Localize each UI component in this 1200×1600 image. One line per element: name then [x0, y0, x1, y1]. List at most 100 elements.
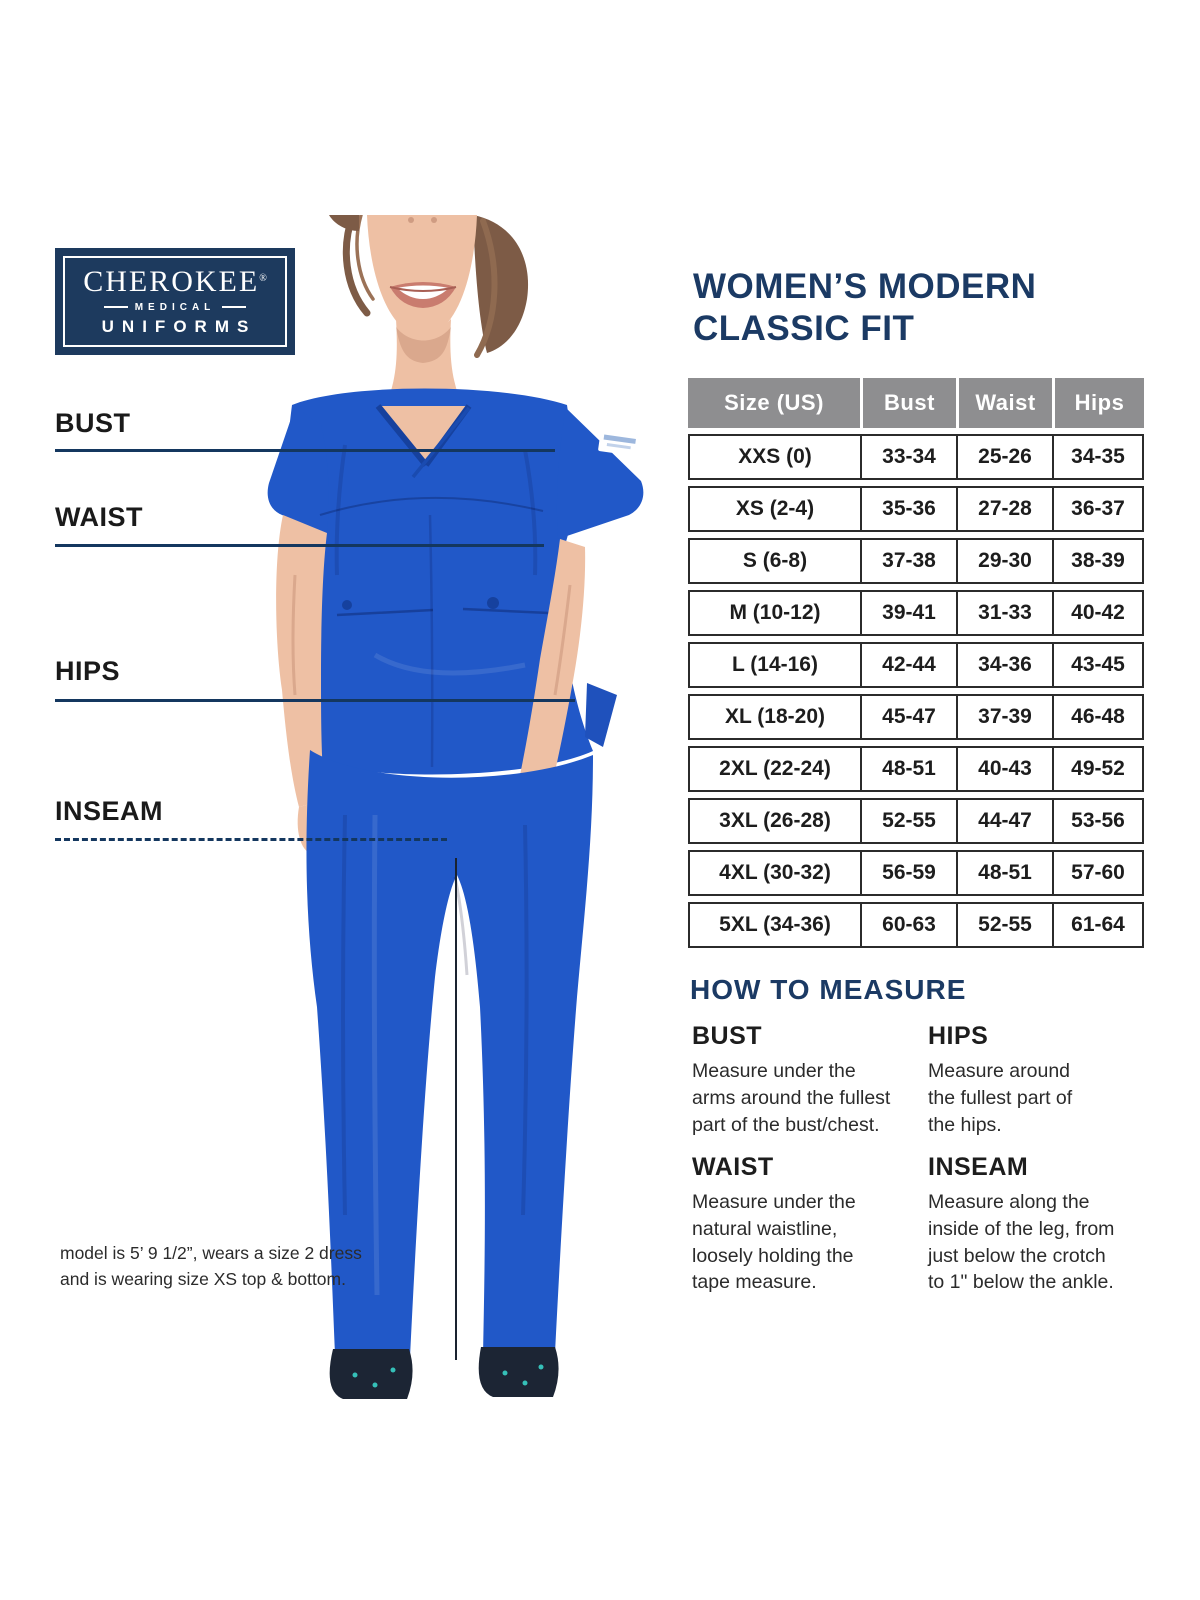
- size-cell: XL (18-20): [688, 694, 860, 740]
- header-row: Size (US) Bust Waist Hips: [688, 378, 1144, 428]
- measurement-cell: 61-64: [1052, 902, 1144, 948]
- shoes: [329, 1347, 559, 1399]
- measurement-cell: 33-34: [860, 434, 956, 480]
- measurement-cell: 34-36: [956, 642, 1052, 688]
- howto-waist-text: Measure under the natural waistline, loo…: [692, 1190, 856, 1294]
- table-row: 2XL (22-24) 48-51 40-43 49-52: [688, 746, 1144, 792]
- table-row: XXS (0) 33-34 25-26 34-35: [688, 434, 1144, 480]
- col-header-bust: Bust: [860, 378, 956, 428]
- arms: [276, 515, 586, 856]
- waist-guide-line: [55, 544, 544, 547]
- measurement-cell: 56-59: [860, 850, 956, 896]
- howto-inseam: INSEAM Measure along the inside of the l…: [928, 1153, 1138, 1297]
- dash-right: [222, 306, 247, 308]
- size-table-header: Size (US) Bust Waist Hips: [688, 378, 1144, 428]
- howto-inseam-text: Measure along the inside of the leg, fro…: [928, 1190, 1115, 1294]
- measurement-cell: 48-51: [956, 850, 1052, 896]
- how-to-measure-heading: HOW TO MEASURE: [690, 974, 967, 1005]
- measurement-cell: 60-63: [860, 902, 956, 948]
- waist-label: WAIST: [55, 502, 143, 532]
- measurement-cell: 40-42: [1052, 590, 1144, 636]
- table-row: 4XL (30-32) 56-59 48-51 57-60: [688, 850, 1144, 896]
- measurement-cell: 43-45: [1052, 642, 1144, 688]
- inseam-label: INSEAM: [55, 796, 164, 826]
- bust-guide-line: [55, 449, 555, 452]
- size-cell: 5XL (34-36): [688, 902, 860, 948]
- brand-logo-frame: CHEROKEE® MEDICAL UNIFORMS: [63, 256, 287, 347]
- measurement-cell: 34-35: [1052, 434, 1144, 480]
- face: [367, 215, 477, 337]
- model-note: model is 5’ 9 1/2”, wears a size 2 dress…: [60, 1243, 362, 1290]
- table-row: S (6-8) 37-38 29-30 38-39: [688, 538, 1144, 584]
- measurement-cell: 25-26: [956, 434, 1052, 480]
- measurement-cell: 52-55: [956, 902, 1052, 948]
- size-cell: M (10-12): [688, 590, 860, 636]
- howto-inseam-title: INSEAM: [928, 1152, 1029, 1181]
- table-row: XS (2-4) 35-36 27-28 36-37: [688, 486, 1144, 532]
- table-row: L (14-16) 42-44 34-36 43-45: [688, 642, 1144, 688]
- size-cell: L (14-16): [688, 642, 860, 688]
- size-table: Size (US) Bust Waist Hips XXS (0) 33-34 25…: [688, 372, 1144, 954]
- howto-waist-title: WAIST: [692, 1152, 774, 1181]
- howto-hips: HIPS Measure around the fullest part of …: [928, 1022, 1138, 1139]
- howto-bust-text: Measure under the arms around the fulles…: [692, 1060, 891, 1136]
- brand-medical-label: MEDICAL: [134, 301, 216, 313]
- dash-left: [103, 306, 128, 308]
- table-row: XL (18-20) 45-47 37-39 46-48: [688, 694, 1144, 740]
- how-to-measure-grid: BUST Measure under the arms around the f…: [692, 1022, 1138, 1296]
- measurement-cell: 45-47: [860, 694, 956, 740]
- inseam-guide-line: [55, 838, 447, 841]
- measurement-cell: 48-51: [860, 746, 956, 792]
- measurement-cell: 53-56: [1052, 798, 1144, 844]
- size-cell: 3XL (26-28): [688, 798, 860, 844]
- brand-medical-line: MEDICAL: [103, 301, 247, 313]
- scrub-pants: [306, 750, 593, 1357]
- brand-uniforms-label: UNIFORMS: [101, 316, 257, 336]
- measurement-cell: 39-41: [860, 590, 956, 636]
- col-header-waist: Waist: [956, 378, 1052, 428]
- measurement-cell: 52-55: [860, 798, 956, 844]
- measurement-cell: 42-44: [860, 642, 956, 688]
- measurement-cell: 40-43: [956, 746, 1052, 792]
- hips-guide-line: [55, 699, 575, 702]
- measurement-cell: 37-39: [956, 694, 1052, 740]
- model-photo: [267, 215, 644, 1399]
- howto-waist: WAIST Measure under the natural waistlin…: [692, 1153, 928, 1297]
- size-cell: 4XL (30-32): [688, 850, 860, 896]
- hair: [329, 215, 529, 358]
- brand-logo: CHEROKEE® MEDICAL UNIFORMS: [55, 248, 295, 355]
- howto-hips-title: HIPS: [928, 1022, 989, 1050]
- measurement-cell: 36-37: [1052, 486, 1144, 532]
- table-row: M (10-12) 39-41 31-33 40-42: [688, 590, 1144, 636]
- sleeve-brand-tag: [598, 429, 641, 457]
- bust-label: BUST: [55, 408, 131, 438]
- howto-bust-title: BUST: [692, 1022, 763, 1050]
- table-row: 3XL (26-28) 52-55 44-47 53-56: [688, 798, 1144, 844]
- measurement-cell: 31-33: [956, 590, 1052, 636]
- col-header-size: Size (US): [688, 378, 860, 428]
- col-header-hips: Hips: [1052, 378, 1144, 428]
- howto-hips-text: Measure around the fullest part of the h…: [928, 1060, 1073, 1136]
- brand-name: CHEROKEE®: [83, 264, 267, 298]
- howto-bust: BUST Measure under the arms around the f…: [692, 1022, 928, 1139]
- measurement-cell: 57-60: [1052, 850, 1144, 896]
- measurement-cell: 35-36: [860, 486, 956, 532]
- measurement-cell: 29-30: [956, 538, 1052, 584]
- scrub-top: [267, 388, 644, 775]
- size-cell: S (6-8): [688, 538, 860, 584]
- registered-mark: ®: [259, 272, 267, 284]
- size-cell: 2XL (22-24): [688, 746, 860, 792]
- size-cell: XXS (0): [688, 434, 860, 480]
- measurement-cell: 37-38: [860, 538, 956, 584]
- measurement-cell: 46-48: [1052, 694, 1144, 740]
- inseam-vertical-line: [455, 858, 457, 1360]
- size-table-body: XXS (0) 33-34 25-26 34-35 XS (2-4) 35-36 27-28…: [688, 434, 1144, 948]
- table-row: 5XL (34-36) 60-63 52-55 61-64: [688, 902, 1144, 948]
- brand-wordmark: CHEROKEE: [83, 264, 260, 298]
- measurement-cell: 27-28: [956, 486, 1052, 532]
- size-cell: XS (2-4): [688, 486, 860, 532]
- page-title: WOMEN’S MODERN CLASSIC FIT: [693, 267, 1037, 348]
- hips-label: HIPS: [55, 656, 121, 686]
- measurement-cell: 49-52: [1052, 746, 1144, 792]
- measurement-cell: 44-47: [956, 798, 1052, 844]
